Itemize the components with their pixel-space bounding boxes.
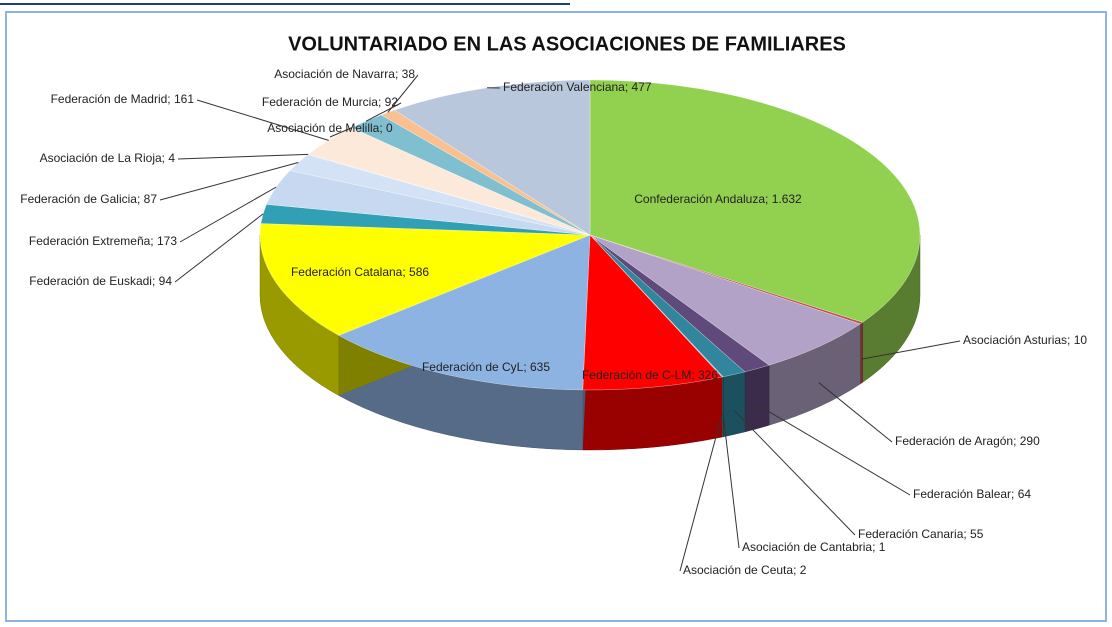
slice-side — [744, 364, 770, 433]
leader-line — [733, 410, 856, 536]
leader-line — [722, 412, 740, 549]
slice-side — [859, 321, 863, 385]
leader-line — [861, 340, 961, 360]
slice — [582, 234, 723, 391]
leader-line — [329, 127, 352, 138]
slice — [589, 79, 921, 323]
data-label: Federación de Madrid; 161 — [51, 92, 195, 106]
data-label: Asociación Asturias; 10 — [963, 333, 1087, 347]
data-label: Federación Extremeña; 173 — [29, 234, 177, 248]
data-label: Asociación de Navarra; 38 — [274, 67, 415, 81]
data-label: Confederación Andaluza; 1.632 — [634, 192, 802, 206]
leader-line — [159, 162, 299, 201]
slice-side — [722, 371, 746, 438]
leader-line — [179, 186, 277, 243]
data-label: Federación Balear; 64 — [913, 487, 1031, 501]
data-label: Asociación de Ceuta; 2 — [683, 563, 807, 577]
chart-title: VOLUNTARIADO EN LAS ASOCIACIONES DE FAMI… — [288, 33, 846, 55]
leader-line — [679, 412, 723, 572]
leader-line — [196, 99, 329, 141]
data-label: Asociación de Melilla; 0 — [267, 121, 393, 135]
leader-line — [174, 213, 264, 283]
data-label: Asociación de Cantabria; 1 — [742, 540, 886, 554]
data-label: Federación Valenciana; 477 — [503, 80, 652, 94]
data-label: Federación de Euskadi; 94 — [29, 274, 172, 288]
data-label: Federación de CyL; 635 — [422, 360, 550, 374]
data-label: Asociación de La Rioja; 4 — [40, 151, 176, 165]
data-label: Federación de Aragón; 290 — [895, 434, 1040, 448]
data-label: Federación de C-LM; 326 — [582, 368, 718, 382]
leader-line — [756, 404, 911, 496]
slice — [338, 234, 591, 391]
leader-line — [818, 382, 893, 443]
data-label: Federación Canaria; 55 — [858, 527, 984, 541]
data-label: Federación Catalana; 586 — [291, 265, 429, 279]
slice — [259, 223, 591, 336]
data-label: Federación de Murcia; 92 — [262, 95, 398, 109]
slice — [589, 234, 861, 366]
leader-line — [177, 153, 309, 160]
leader-line — [387, 74, 419, 113]
slice-tops — [259, 79, 921, 391]
data-label: Federación de Galicia; 87 — [20, 192, 157, 206]
leader-line — [365, 102, 402, 122]
